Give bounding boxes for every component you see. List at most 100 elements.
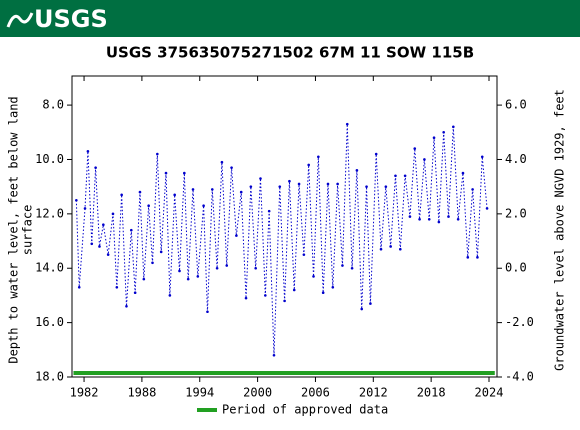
data-point — [147, 204, 150, 207]
y2-tick-label: -4.0 — [505, 370, 534, 384]
data-point — [142, 277, 146, 281]
data-point — [461, 171, 465, 175]
data-point — [272, 353, 276, 357]
y2-tick-label: 2.0 — [505, 206, 527, 220]
data-point — [302, 253, 306, 256]
data-point — [355, 169, 359, 172]
data-point — [86, 150, 90, 153]
data-point — [267, 209, 271, 213]
data-point — [476, 256, 479, 259]
data-point — [98, 245, 101, 248]
data-point — [326, 182, 330, 186]
y-axis-label: surface — [21, 205, 35, 256]
chart-title: USGS 375635075271502 67M 11 SOW 115B — [106, 44, 474, 62]
data-point — [384, 185, 388, 188]
data-point — [403, 174, 407, 178]
data-point — [423, 158, 426, 161]
data-point — [278, 185, 282, 188]
x-tick-label: 2024 — [475, 386, 504, 400]
data-point — [312, 275, 315, 278]
y-tick-label: 14.0 — [35, 261, 64, 275]
y-tick-label: 10.0 — [35, 152, 64, 166]
data-point — [413, 147, 417, 150]
data-point — [360, 307, 364, 311]
data-point — [374, 152, 378, 156]
data-point — [206, 310, 209, 314]
data-point — [106, 253, 110, 256]
data-point — [159, 250, 163, 254]
x-tick-label: 1982 — [70, 386, 99, 400]
y-tick-label: 16.0 — [35, 315, 64, 329]
data-point — [379, 247, 383, 251]
data-point — [365, 185, 368, 188]
data-point — [288, 179, 291, 183]
data-point — [452, 125, 455, 129]
data-point — [225, 264, 229, 267]
data-point — [235, 234, 238, 237]
data-point — [471, 188, 474, 191]
x-tick-label: 2000 — [243, 386, 272, 400]
data-point — [115, 285, 119, 289]
data-point — [307, 163, 311, 167]
data-point — [432, 136, 436, 140]
data-point — [125, 305, 128, 308]
data-point — [102, 223, 105, 227]
data-point — [341, 264, 344, 267]
data-point — [220, 160, 224, 164]
logo: USGS — [34, 5, 108, 33]
data-point — [398, 247, 402, 251]
data-point — [244, 296, 248, 300]
data-point — [138, 190, 142, 194]
data-point — [239, 190, 243, 194]
data-point — [178, 269, 181, 273]
data-point — [394, 174, 397, 178]
data-point — [111, 212, 115, 216]
data-point — [133, 291, 137, 295]
data-point — [77, 285, 81, 289]
data-point — [466, 256, 470, 259]
y-tick-label: 18.0 — [35, 370, 64, 384]
data-point — [173, 193, 176, 197]
x-tick-label: 1994 — [185, 386, 214, 400]
y2-tick-label: -2.0 — [505, 315, 534, 329]
data-point — [259, 177, 262, 180]
data-point — [254, 266, 257, 270]
header-bar — [0, 0, 580, 37]
plot-frame — [71, 75, 498, 378]
data-point — [345, 122, 349, 126]
data-point — [151, 261, 154, 265]
data-point — [350, 266, 354, 270]
data-point — [249, 185, 253, 188]
data-point — [83, 207, 87, 210]
data-point — [447, 215, 450, 218]
y2-tick-label: 6.0 — [505, 98, 527, 112]
data-point — [437, 220, 441, 224]
data-point — [90, 242, 94, 246]
data-point — [283, 299, 286, 303]
data-point — [297, 182, 301, 186]
logo-wave — [6, 12, 34, 28]
data-point — [480, 155, 484, 159]
data-point — [186, 277, 190, 281]
data-point — [418, 217, 421, 221]
y2-tick-label: 0.0 — [505, 261, 527, 275]
approved-period — [73, 371, 495, 375]
y-tick-label: 12.0 — [35, 206, 64, 220]
x-tick-label: 1988 — [127, 386, 156, 400]
data-point — [202, 204, 205, 207]
data-point — [164, 171, 168, 175]
y2-axis-label: Groundwater level above NGVD 1929, feet — [553, 89, 567, 371]
data-point — [317, 155, 320, 159]
data-point — [321, 291, 325, 295]
data-point — [331, 285, 335, 289]
data-point — [215, 266, 219, 270]
data-point — [389, 245, 392, 248]
data-point — [191, 188, 195, 191]
data-point — [168, 294, 172, 297]
data-point — [183, 171, 186, 175]
data-point — [369, 302, 372, 305]
data-point — [408, 215, 412, 218]
data-point — [336, 182, 339, 186]
data-point — [485, 207, 489, 210]
data-point — [230, 166, 233, 169]
